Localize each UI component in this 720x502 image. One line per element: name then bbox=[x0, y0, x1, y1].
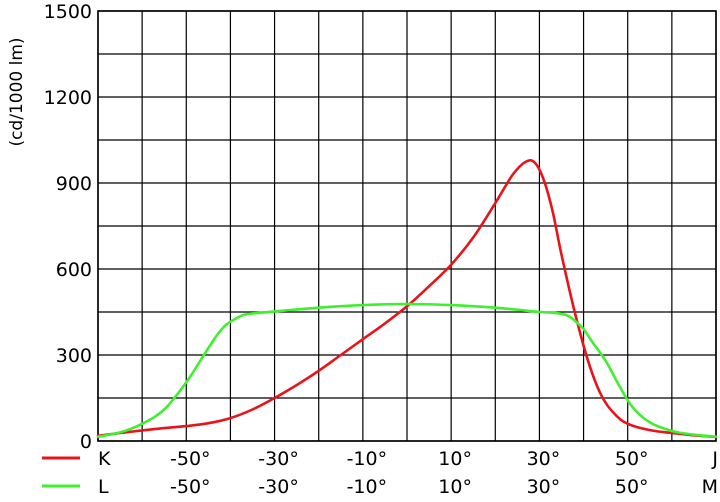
legend-label-L: L bbox=[98, 476, 109, 498]
x-end-label: J bbox=[711, 448, 718, 470]
y-tick-labels: 0 300 600 900 1200 1500 bbox=[44, 1, 92, 453]
x-tick-label: -10° bbox=[347, 448, 388, 470]
x-tick-label: -30° bbox=[258, 448, 299, 470]
grid bbox=[97, 10, 717, 442]
x-tick-label: -50° bbox=[170, 476, 211, 498]
x-tick-label: 30° bbox=[527, 448, 561, 470]
series-line-K bbox=[96, 158, 718, 439]
x-tick-label: -10° bbox=[347, 476, 388, 498]
x-end-label: M bbox=[702, 476, 718, 498]
plot-frame bbox=[97, 10, 717, 442]
x-tick-label: -30° bbox=[258, 476, 299, 498]
x-tick-label: 10° bbox=[438, 476, 472, 498]
y-tick-label: 600 bbox=[56, 259, 92, 281]
y-axis-label: (cd/1000 lm) bbox=[7, 37, 27, 146]
x-tick-label: 50° bbox=[615, 448, 649, 470]
y-tick-label: 1500 bbox=[44, 1, 92, 23]
legend-label-K: K bbox=[98, 448, 111, 470]
y-tick-label: 900 bbox=[56, 173, 92, 195]
x-tick-label: -50° bbox=[170, 448, 211, 470]
x-tick-label: 30° bbox=[527, 476, 561, 498]
series-line-L bbox=[96, 302, 718, 438]
y-tick-label: 0 bbox=[80, 431, 92, 453]
x-tick-label: 50° bbox=[615, 476, 649, 498]
x-tick-label: 10° bbox=[438, 448, 472, 470]
y-tick-label: 300 bbox=[56, 345, 92, 367]
y-tick-label: 1200 bbox=[44, 87, 92, 109]
series-lines bbox=[96, 158, 718, 439]
x-axis-rows: K -50° -30° -10° 10° 30° 50° J L -50° -30° -10° 10° 3… bbox=[42, 448, 718, 498]
